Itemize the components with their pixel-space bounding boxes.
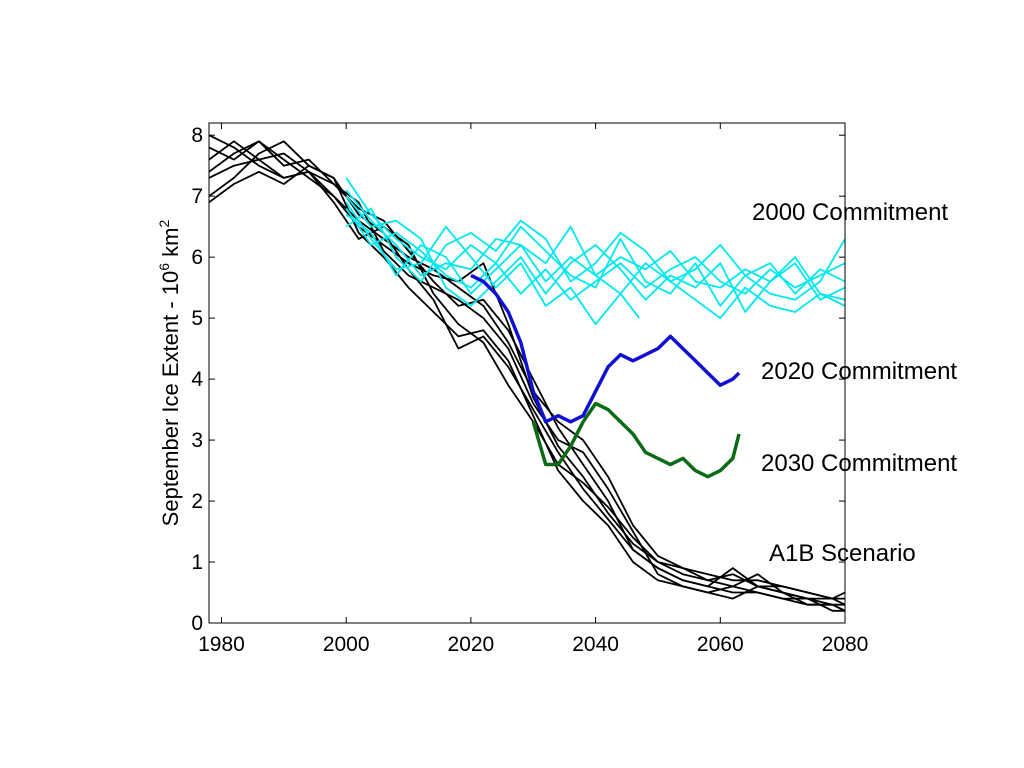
y-axis-label-sup1: 6 — [156, 263, 172, 271]
y-tick-label-8: 8 — [191, 124, 203, 147]
y-tick-label-2: 2 — [191, 490, 203, 513]
y-tick-label-4: 4 — [191, 368, 203, 391]
series-line-2000-8 — [345, 195, 846, 313]
series-line-2000-10 — [345, 207, 846, 295]
y-axis-label-unit: km — [158, 227, 183, 262]
x-tick-label-2000: 2000 — [323, 633, 370, 656]
y-tick-label-3: 3 — [191, 429, 203, 452]
series-line-a1b-6 — [208, 152, 846, 600]
y-tick-label-1: 1 — [191, 551, 203, 574]
series-line-2000-7 — [345, 177, 846, 307]
series-layer — [208, 134, 846, 612]
series-line-2000-13 — [345, 213, 640, 319]
annotation-2030-commitment: 2030 Commitment — [761, 450, 957, 477]
y-axis-label: September Ice Extent - 106 km2 — [156, 219, 183, 526]
series-line-a1b-5 — [208, 140, 846, 612]
y-tick-label-5: 5 — [191, 307, 203, 330]
series-line-2020-14 — [470, 273, 741, 424]
series-line-2030-15 — [531, 401, 741, 479]
x-tick-label-2060: 2060 — [697, 633, 744, 656]
annotation-a1b-scenario: A1B Scenario — [769, 540, 916, 567]
y-axis-label-prefix: September Ice Extent - 10 — [158, 271, 183, 527]
y-tick-label-0: 0 — [191, 612, 203, 635]
series-line-a1b-1 — [208, 140, 846, 612]
y-tick-label-6: 6 — [191, 246, 203, 269]
y-axis-label-sup2: 2 — [156, 219, 172, 227]
x-tick-label-1980: 1980 — [198, 633, 245, 656]
tick-layer: 1980 2000 2020 2040 2060 2080 0 1 2 3 4 5 6 7 8 — [191, 123, 868, 656]
x-tick-label-2020: 2020 — [448, 633, 495, 656]
x-tick-label-2080: 2080 — [822, 633, 869, 656]
annotation-2020-commitment: 2020 Commitment — [761, 358, 957, 385]
annotation-2000-commitment: 2000 Commitment — [752, 199, 948, 226]
series-line-2000-11 — [345, 201, 846, 326]
series-line-a1b-3 — [208, 164, 845, 612]
plot-frame — [208, 122, 846, 624]
x-tick-label-2040: 2040 — [572, 633, 619, 656]
y-tick-label-7: 7 — [191, 185, 203, 208]
